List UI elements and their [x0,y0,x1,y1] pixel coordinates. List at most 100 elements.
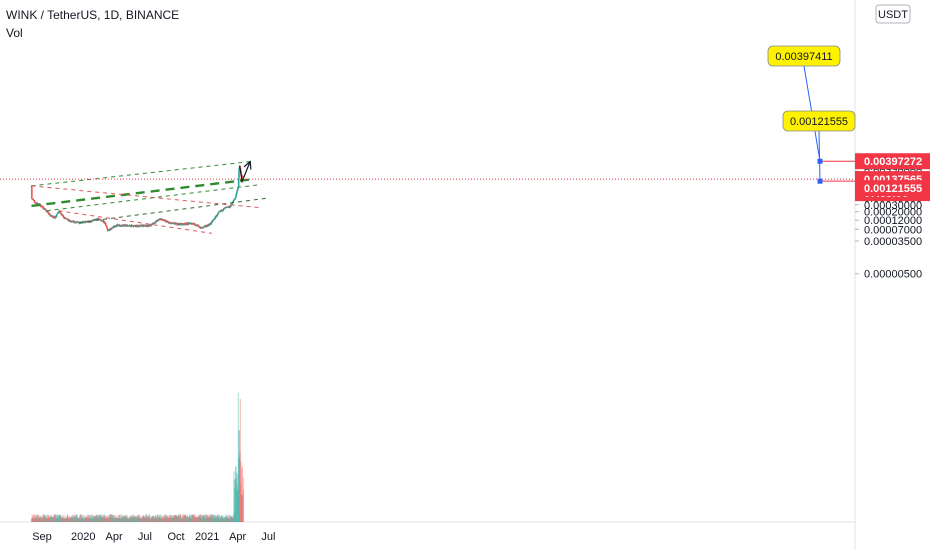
volume-bar [118,518,120,522]
volume-bar [163,515,165,522]
volume-bar [218,517,220,522]
volume-bar [241,495,243,522]
volume-bar [167,517,170,522]
candle-body [60,213,63,215]
price-axis-panel[interactable] [855,0,932,550]
projection-path[interactable] [239,161,251,184]
candle-body [148,225,151,226]
volume-bar [131,517,133,522]
volume-bar [123,515,126,522]
candle-body [234,197,237,199]
time-tick-label: Oct [167,531,184,543]
top-price-tag[interactable]: 0.00397272 [855,153,930,170]
volume-bar [38,516,40,522]
volume-bar [85,517,87,522]
volume-bar [103,514,105,522]
volume-bar [57,516,59,522]
volume-bar [51,516,53,522]
volume-bar [90,516,93,522]
volume-bar [215,516,217,522]
support-callout[interactable]: 0.00121555 [782,110,856,184]
volume-bar [193,515,195,522]
volume-bar [59,515,61,522]
volume-bar [188,517,190,522]
volume-bar [136,518,139,522]
volume-bar [194,517,196,522]
volume-bar [59,515,61,522]
trend-line-2[interactable] [31,178,251,208]
volume-bar [96,517,99,522]
volume-bar [172,517,174,522]
trend-line-5[interactable] [31,185,262,209]
candle-body [111,227,113,229]
volume-bar [186,518,188,522]
volume-bar [217,516,219,522]
candle-body [56,214,58,216]
volume-bar [200,514,202,522]
top-price-tag-value: 0.00397272 [864,156,922,168]
volume-bar [134,516,137,522]
volume-bar [216,514,218,522]
candle-body [214,216,217,219]
candle-body [205,226,207,228]
candle-body [89,221,92,223]
trend-line-6[interactable] [58,210,212,234]
volume-bar [126,518,128,522]
currency-badge[interactable]: USDT [875,4,911,24]
volume-bar [193,514,195,522]
volume-bar [90,518,92,522]
volume-bar [162,515,165,522]
volume-bar [116,517,119,522]
volume-legend[interactable]: Vol [6,26,23,40]
volume-bar [102,516,104,522]
volume-bar [75,514,78,522]
volume-bar [147,516,149,522]
volume-bar [85,517,87,522]
candle-body [105,225,108,228]
volume-bar [204,514,206,522]
volume-bar [238,457,240,522]
volume-bar [216,515,218,522]
volume-bar [66,515,68,522]
volume-bar [84,518,86,522]
volume-bar [112,518,114,522]
volume-bar [98,514,100,522]
candle-body [238,169,240,179]
symbol-title[interactable]: WINK / TetherUS, 1D, BINANCE [6,8,180,22]
support-price-tag[interactable]: 0.00121555 [855,180,930,197]
volume-bar [225,517,227,522]
volume-bar [240,461,242,522]
volume-bar [197,516,199,522]
trend-line-4[interactable] [79,197,267,223]
volume-bar [43,514,45,522]
volume-bar [70,517,73,522]
volume-bar [99,518,102,522]
volume-bar [68,516,70,522]
volume-bar [153,515,155,522]
volume-bar [234,479,236,522]
volume-bar [237,473,239,522]
volume-bar [155,514,157,522]
time-tick-label: Apr [106,531,123,543]
volume-bar [77,518,79,522]
volume-bar [177,516,179,522]
volume-bar [144,516,147,522]
volume-bar [157,514,159,522]
volume-bar [238,430,240,522]
candle-body [188,222,191,224]
support-callout-box[interactable] [782,110,856,132]
target-callout-box[interactable] [767,45,841,67]
volume-bar [179,514,181,522]
target-callout[interactable]: 0.00397411 [767,45,855,164]
volume-bar [220,517,222,522]
volume-bar [194,514,196,522]
volume-bar [137,514,139,522]
volume-bar [136,517,138,522]
candle-body [106,227,109,230]
drawings [31,160,267,234]
support-callout-handle[interactable] [817,178,823,184]
volume-bar [159,517,161,522]
volume-bar [87,518,89,522]
